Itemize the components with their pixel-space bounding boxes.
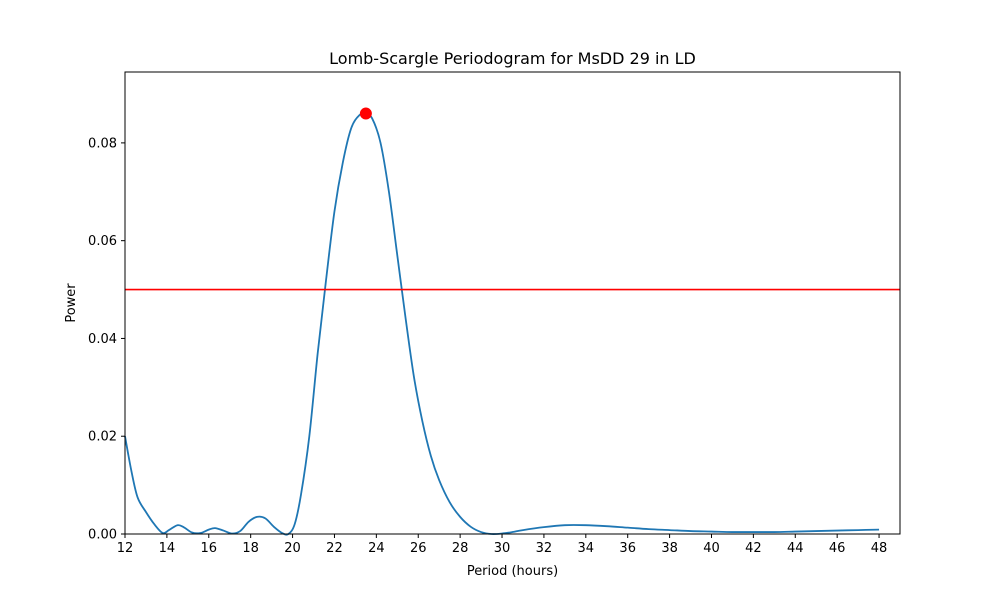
y-tick-label: 0.00 [88,528,117,543]
y-axis-ticks: 0.00 0.02 0.04 0.06 0.08 [88,136,125,543]
y-tick-label: 0.08 [88,136,117,151]
y-tick-label: 0.02 [88,430,117,445]
x-tick-label: 30 [494,541,511,556]
x-tick-label: 40 [703,541,720,556]
x-tick-label: 14 [159,541,176,556]
x-tick-label: 24 [368,541,385,556]
x-tick-label: 18 [242,541,259,556]
series-layer [124,107,900,536]
x-tick-label: 16 [201,541,218,556]
series-line-0 [124,112,880,536]
x-tick-label: 46 [829,541,846,556]
x-tick-label: 34 [578,541,595,556]
x-tick-label: 22 [326,541,343,556]
x-tick-label: 44 [787,541,804,556]
x-axis-label: Period (hours) [467,564,558,579]
x-tick-label: 48 [871,541,888,556]
y-axis-label: Power [64,283,79,323]
plot-frame [124,71,901,535]
x-tick-label: 38 [661,541,678,556]
peak-marker [359,107,372,120]
y-tick-label: 0.06 [88,234,117,249]
chart-title: Lomb-Scargle Periodogram for MsDD 29 in … [329,49,696,68]
x-axis-ticks: 12 14 16 18 20 22 24 26 28 30 32 34 36 38 40 42 44 46 48 [117,534,888,556]
x-tick-label: 36 [619,541,636,556]
x-tick-label: 42 [745,541,762,556]
x-tick-label: 12 [117,541,134,556]
x-tick-label: 26 [410,541,427,556]
y-tick-label: 0.04 [88,332,117,347]
x-tick-label: 28 [452,541,469,556]
x-tick-label: 32 [536,541,553,556]
x-tick-label: 20 [284,541,301,556]
